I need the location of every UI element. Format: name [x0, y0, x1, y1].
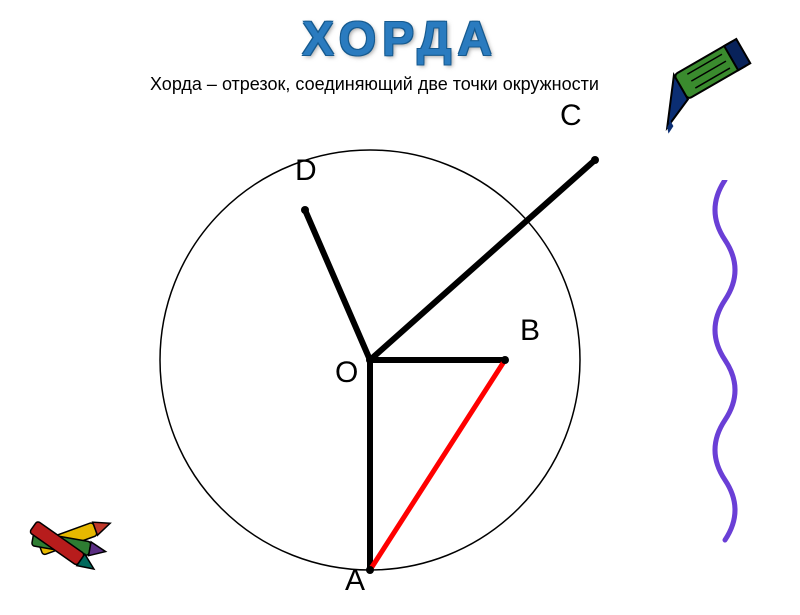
- squiggle-decoration: [695, 180, 755, 565]
- segment-OD: [305, 210, 370, 360]
- label-O: O: [335, 356, 358, 389]
- segment-AB-chord: [370, 360, 505, 570]
- crayon-icon: [634, 26, 785, 168]
- crayons-icon: [20, 495, 130, 580]
- label-A: A: [345, 564, 365, 597]
- point-B: [501, 356, 509, 364]
- point-O: [366, 356, 374, 364]
- label-D: D: [295, 154, 317, 187]
- geometry-diagram: OABCD: [120, 90, 620, 590]
- label-B: B: [520, 314, 540, 347]
- diagram-svg: O A B C D: [120, 90, 620, 610]
- point-C: [591, 156, 599, 164]
- point-A: [366, 566, 374, 574]
- segment-OC: [370, 160, 595, 360]
- point-D: [301, 206, 309, 214]
- label-C: C: [560, 99, 582, 132]
- page-title: ХОРДА: [302, 12, 498, 67]
